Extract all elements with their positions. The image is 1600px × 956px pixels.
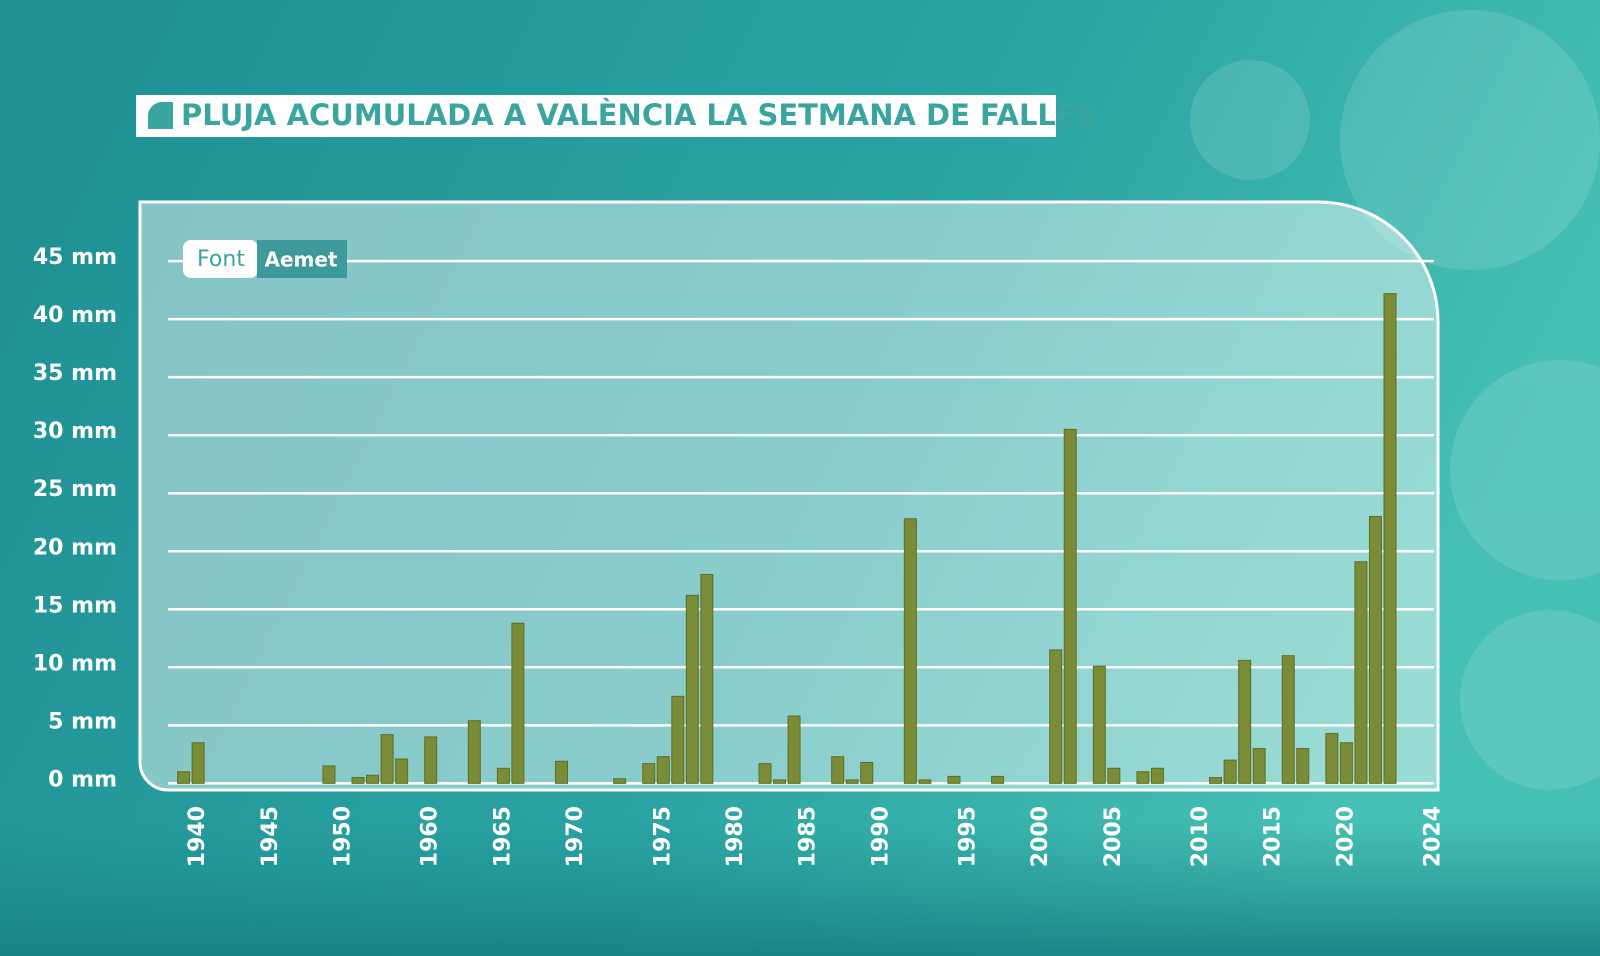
bar xyxy=(613,778,627,784)
x-tick-label: 1975 xyxy=(650,806,675,867)
bar xyxy=(642,763,656,784)
bar xyxy=(700,573,714,784)
x-tick-label: 2005 xyxy=(1101,806,1126,867)
y-tick-label: 5 mm xyxy=(48,709,117,734)
x-tick-label: 1960 xyxy=(418,806,443,867)
bar xyxy=(366,774,380,784)
bar xyxy=(1281,655,1295,784)
bar xyxy=(918,779,932,784)
x-tick-label: 1940 xyxy=(185,806,210,867)
bar xyxy=(511,622,525,784)
bar xyxy=(1150,767,1164,784)
x-tick-label: 1980 xyxy=(723,806,748,867)
bar xyxy=(1223,759,1237,784)
bar xyxy=(1383,293,1397,784)
bar xyxy=(831,756,845,784)
x-tick-label: 2000 xyxy=(1028,806,1053,867)
x-tick-label: 1965 xyxy=(490,806,515,867)
decor xyxy=(1190,10,1600,790)
x-tick-label: 2024 xyxy=(1421,806,1446,867)
bar xyxy=(758,763,772,784)
x-tick-label: 1970 xyxy=(563,806,588,867)
bar xyxy=(787,715,801,784)
bars xyxy=(177,293,1397,784)
bar xyxy=(1296,748,1310,784)
bar xyxy=(496,767,510,784)
x-tick-label: 2020 xyxy=(1333,806,1358,867)
bar xyxy=(1209,777,1223,784)
x-tick-label: 1950 xyxy=(330,806,355,867)
bar xyxy=(656,756,670,784)
source-label-box xyxy=(183,240,258,278)
y-tick-label: 40 mm xyxy=(33,303,117,328)
bar xyxy=(1339,742,1353,784)
y-tick-label: 15 mm xyxy=(33,593,117,618)
bar xyxy=(1252,748,1266,784)
y-tick-label: 45 mm xyxy=(33,245,117,270)
bar xyxy=(1136,771,1150,784)
bar xyxy=(1354,561,1368,784)
x-tick-label: 2015 xyxy=(1261,806,1286,867)
bar xyxy=(177,771,191,784)
bar xyxy=(671,695,685,784)
bar xyxy=(947,775,961,784)
bar xyxy=(322,765,336,784)
bar xyxy=(860,761,874,784)
bar xyxy=(380,734,394,784)
source-box xyxy=(257,240,347,278)
bar xyxy=(191,742,205,784)
bar xyxy=(1092,665,1106,784)
bar xyxy=(685,594,699,784)
source-label: Font xyxy=(197,247,245,272)
chart-title: PLUJA ACUMULADA A VALÈNCIA LA SETMANA DE… xyxy=(181,98,1097,132)
bar xyxy=(1368,515,1382,784)
plot-frame xyxy=(138,200,1440,792)
x-tick-label: 1990 xyxy=(868,806,893,867)
title-box xyxy=(136,95,1056,137)
y-tick-label: 20 mm xyxy=(33,535,117,560)
y-tick-label: 30 mm xyxy=(33,419,117,444)
bar xyxy=(351,777,365,784)
bar xyxy=(1107,767,1121,784)
bar xyxy=(1063,428,1077,784)
x-tick-label: 1995 xyxy=(955,806,980,867)
bar xyxy=(395,758,409,784)
y-tick-label: 35 mm xyxy=(33,361,117,386)
title-icon xyxy=(148,102,173,129)
y-tick-label: 0 mm xyxy=(48,767,117,792)
bar xyxy=(1325,732,1339,784)
bar xyxy=(1238,659,1252,784)
x-tick-label: 1985 xyxy=(796,806,821,867)
bar xyxy=(555,760,569,784)
x-tick-label: 1945 xyxy=(258,806,283,867)
bar xyxy=(773,779,787,784)
y-tick-label: 10 mm xyxy=(33,651,117,676)
bar xyxy=(424,736,438,784)
x-tick-label: 2010 xyxy=(1188,806,1213,867)
bar xyxy=(903,518,917,784)
bar xyxy=(467,720,481,784)
source: Aemet xyxy=(264,248,337,272)
y-tick-label: 25 mm xyxy=(33,477,117,502)
bar xyxy=(991,775,1005,784)
bar xyxy=(1049,649,1063,784)
bar xyxy=(845,779,859,784)
background-shade xyxy=(0,820,1600,956)
